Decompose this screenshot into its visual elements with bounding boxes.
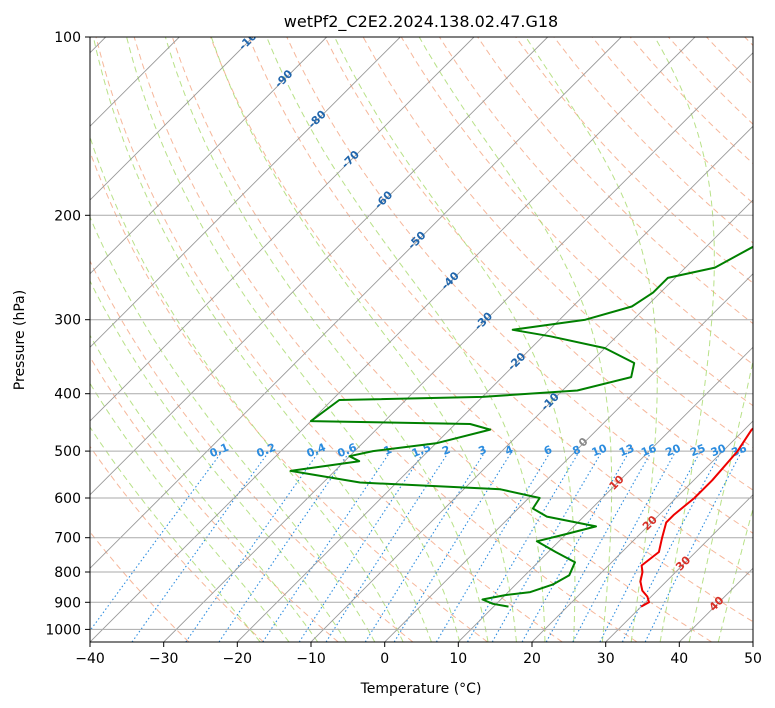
y-tick-label: 500 xyxy=(54,444,81,460)
moist-adiabat xyxy=(90,135,404,642)
mixing-ratio-line xyxy=(298,450,425,642)
mixing-ratio-line xyxy=(185,450,320,642)
mixing-ratio-line xyxy=(572,450,677,642)
moist-adiabat xyxy=(92,37,432,642)
y-tick-label: 100 xyxy=(54,30,81,46)
temperature-profile xyxy=(639,427,753,608)
x-tick-label: −20 xyxy=(223,651,253,667)
y-tick-label: 600 xyxy=(54,491,81,507)
isotherm xyxy=(310,199,753,642)
mixing-ratio-label: 8 xyxy=(571,443,583,458)
x-tick-label: 40 xyxy=(670,651,688,667)
isotherm xyxy=(90,37,328,275)
y-tick-label: 300 xyxy=(54,313,81,329)
moist-adiabat xyxy=(164,37,489,642)
moist-adiabat xyxy=(717,506,753,642)
moist-adiabat xyxy=(525,37,658,642)
dry-adiabat xyxy=(248,37,753,578)
mixing-ratio-line xyxy=(545,450,653,642)
plot-frame xyxy=(89,36,754,643)
mixing-ratio-label: 25 xyxy=(688,442,707,460)
isotherm xyxy=(90,37,254,201)
x-tick-label: 0 xyxy=(380,651,389,667)
mixing-ratio-label: 10 xyxy=(590,441,609,459)
isotherm xyxy=(236,125,753,642)
dry-adiabat xyxy=(171,37,712,642)
y-tick-label: 800 xyxy=(54,565,81,581)
moist-adiabat xyxy=(654,37,715,642)
dry-adiabat xyxy=(324,37,753,491)
y-tick-label: 1000 xyxy=(45,622,81,638)
moist-adiabat xyxy=(210,37,517,642)
moist-adiabat xyxy=(126,37,461,642)
x-tick-label: 20 xyxy=(523,651,541,667)
dry-adiabat xyxy=(90,356,339,642)
mixing-ratio-line xyxy=(262,450,392,642)
moist-adiabat xyxy=(90,334,319,642)
dry-adiabat xyxy=(286,37,753,534)
background-lines xyxy=(90,37,753,642)
isotherm xyxy=(163,52,753,642)
axes: −40 −30 −20 −10 0 10 20 30 40 50 100 200 300 400 500 60… xyxy=(45,30,762,667)
moist-adiabat xyxy=(266,37,546,642)
y-tick-label: 200 xyxy=(54,208,81,224)
x-tick-label: −30 xyxy=(149,651,179,667)
moist-adiabat xyxy=(334,37,576,642)
dry-adiabat xyxy=(90,259,414,642)
isotherm xyxy=(90,37,401,348)
y-axis-title: Pressure (hPa) xyxy=(12,290,28,390)
isotherm xyxy=(752,641,753,642)
mixing-ratio-label: 1 xyxy=(382,443,394,458)
x-tick-label: 50 xyxy=(744,651,762,667)
chart-title: wetPf2_C2E2.2024.138.02.47.G18 xyxy=(284,12,558,32)
mixing-ratio-line xyxy=(644,450,743,642)
moist-adiabat xyxy=(418,37,613,642)
isotherm xyxy=(90,37,475,422)
pressure-gridlines xyxy=(90,37,753,630)
x-tick-label: −40 xyxy=(75,651,105,667)
moist-adiabat xyxy=(90,382,290,642)
mixing-ratio-label: 3 xyxy=(477,443,489,458)
isotherm xyxy=(90,37,696,642)
mixing-ratio-label: 13 xyxy=(617,442,636,460)
dry-adiabat xyxy=(95,37,563,642)
mixing-ratio-line xyxy=(521,450,630,642)
x-tick-label: 10 xyxy=(449,651,467,667)
moist-adiabat xyxy=(90,215,376,642)
mixing-ratio-line xyxy=(218,450,351,642)
isotherm xyxy=(605,494,753,642)
mixing-ratio-line xyxy=(90,450,223,632)
x-axis-title: Temperature (°C) xyxy=(360,681,482,697)
mixing-ratio-label: 2 xyxy=(440,443,452,458)
dewpoint-profile xyxy=(289,245,753,608)
x-tick-label: −10 xyxy=(296,651,326,667)
isotherm xyxy=(457,346,753,642)
isotherm xyxy=(531,420,753,642)
y-tick-label: 700 xyxy=(54,531,81,547)
dry-adiabat xyxy=(90,445,264,642)
isotherm xyxy=(90,37,549,496)
dry-adiabat xyxy=(515,37,753,284)
moist-adiabat xyxy=(90,426,261,642)
plot-background xyxy=(90,37,753,642)
mixing-ratio-line xyxy=(131,450,270,642)
y-tick-label: 400 xyxy=(54,387,81,403)
mixing-ratio-line xyxy=(393,450,513,642)
mixing-ratio-label: 16 xyxy=(639,441,658,459)
profiles xyxy=(289,245,753,608)
mixing-ratio-label: 20 xyxy=(664,441,683,459)
y-tick-label: 900 xyxy=(54,595,81,611)
dry-adiabat xyxy=(210,37,753,623)
moist-adiabat xyxy=(688,358,753,642)
isotherm xyxy=(384,273,753,642)
isotherm xyxy=(90,37,622,569)
mixing-ratio-label: 30 xyxy=(709,441,728,459)
mixing-ratio-line xyxy=(325,450,450,642)
x-tick-label: 30 xyxy=(597,651,615,667)
